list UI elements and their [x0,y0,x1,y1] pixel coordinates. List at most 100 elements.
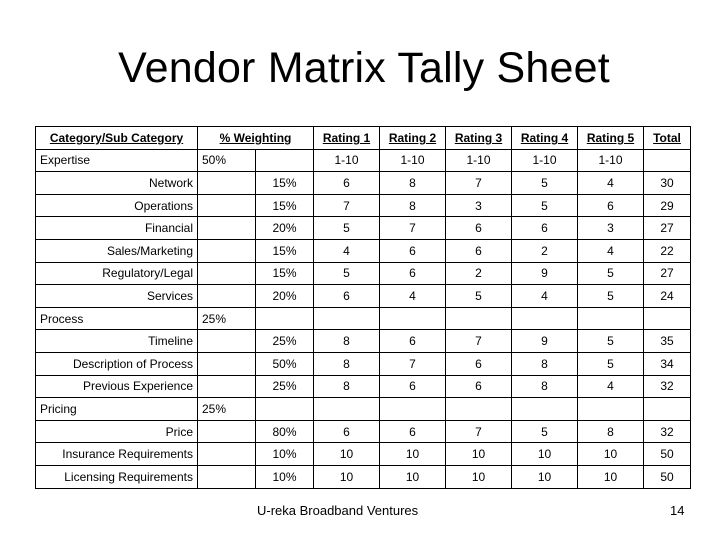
subcategory-weight: 20% [255,216,314,240]
rating-1-cell: 4 [313,238,380,263]
rating-3-cell: 10 [445,464,512,489]
rating-2-cell: 6 [379,329,446,353]
rating-3-cell: 6 [445,238,512,263]
rating-5-cell: 5 [577,284,644,308]
category-name: Pricing [35,397,198,421]
rating-4-cell: 8 [511,351,578,376]
rating-4-cell: 6 [511,216,578,240]
rating-4-cell: 5 [511,171,578,195]
total-cell: 30 [643,171,691,195]
category-weight [197,284,256,308]
rating-2-cell: 6 [379,238,446,263]
subcategory-name: Previous Experience [35,374,198,399]
rating-4-cell: 10 [511,464,578,489]
rating-5-cell: 8 [577,419,644,444]
rating-2-cell: 1-10 [379,148,446,173]
rating-5-cell: 4 [577,374,644,399]
subcategory-name: Insurance Requirements [35,442,198,466]
category-weight [197,442,256,466]
rating-4-cell: 8 [511,374,578,399]
rating-3-cell: 6 [445,216,512,240]
rating-4-cell: 10 [511,442,578,466]
table-row: Price 80% 6 6 7 5 8 32 [35,419,691,444]
rating-1-cell: 8 [313,374,380,399]
rating-1-cell: 5 [313,261,380,286]
rating-3-cell: 2 [445,261,512,286]
category-weight [197,238,256,263]
category-weight [197,464,256,489]
footer-org: U-reka Broadband Ventures [257,503,419,518]
table-row: Previous Experience 25% 8 6 6 8 4 32 [35,374,691,399]
rating-3-cell: 6 [445,351,512,376]
subcategory-name: Network [35,171,198,195]
rating-1-cell: 10 [313,464,380,489]
header-total: Total [643,126,691,150]
table-row: Regulatory/Legal 15% 5 6 2 9 5 27 [35,261,691,286]
total-cell: 32 [643,374,691,399]
rating-2-cell: 6 [379,374,446,399]
category-weight [197,419,256,444]
rating-1-cell: 8 [313,329,380,353]
category-weight [197,171,256,195]
header-rating-1: Rating 1 [313,126,380,150]
rating-5-cell: 5 [577,329,644,353]
total-cell [643,148,691,173]
rating-2-cell: 6 [379,261,446,286]
total-cell [643,397,691,421]
subcategory-weight: 20% [255,284,314,308]
rating-4-cell [511,306,578,331]
table-row: Description of Process 50% 8 7 6 8 5 34 [35,351,691,376]
subcategory-name: Timeline [35,329,198,353]
rating-2-cell: 6 [379,419,446,444]
category-weight [197,261,256,286]
rating-2-cell: 10 [379,464,446,489]
subcategory-weight [255,397,314,421]
rating-5-cell [577,306,644,331]
table-row: Financial 20% 5 7 6 6 3 27 [35,216,691,240]
total-cell: 22 [643,238,691,263]
total-cell: 27 [643,261,691,286]
total-cell: 27 [643,216,691,240]
total-cell: 24 [643,284,691,308]
header-rating-5: Rating 5 [577,126,644,150]
rating-2-cell: 10 [379,442,446,466]
header-rating-2: Rating 2 [379,126,446,150]
rating-5-cell: 1-10 [577,148,644,173]
rating-4-cell: 4 [511,284,578,308]
category-weight: 25% [197,306,256,331]
rating-3-cell: 10 [445,442,512,466]
rating-3-cell [445,306,512,331]
rating-2-cell: 7 [379,351,446,376]
rating-5-cell: 4 [577,238,644,263]
total-cell: 32 [643,419,691,444]
subcategory-weight: 10% [255,442,314,466]
rating-1-cell: 6 [313,284,380,308]
rating-3-cell: 3 [445,193,512,218]
rating-5-cell: 10 [577,464,644,489]
category-row: Process 25% [35,306,691,331]
total-cell: 35 [643,329,691,353]
rating-1-cell: 5 [313,216,380,240]
rating-2-cell: 4 [379,284,446,308]
subcategory-weight: 15% [255,238,314,263]
total-cell [643,306,691,331]
table-row: Services 20% 6 4 5 4 5 24 [35,284,691,308]
header-rating-4: Rating 4 [511,126,578,150]
subcategory-name: Operations [35,193,198,218]
rating-2-cell [379,306,446,331]
subcategory-name: Services [35,284,198,308]
subcategory-weight: 10% [255,464,314,489]
header-weighting: % Weighting [197,126,314,150]
rating-1-cell [313,306,380,331]
subcategory-name: Sales/Marketing [35,238,198,263]
rating-2-cell: 7 [379,216,446,240]
subcategory-weight: 25% [255,374,314,399]
vendor-matrix-table: Category/Sub Category % Weighting Rating… [35,126,691,489]
table-row: Network 15% 6 8 7 5 4 30 [35,171,691,195]
rating-3-cell: 7 [445,329,512,353]
rating-1-cell [313,397,380,421]
subcategory-weight: 15% [255,193,314,218]
rating-3-cell [445,397,512,421]
rating-4-cell: 5 [511,193,578,218]
subcategory-weight: 15% [255,171,314,195]
